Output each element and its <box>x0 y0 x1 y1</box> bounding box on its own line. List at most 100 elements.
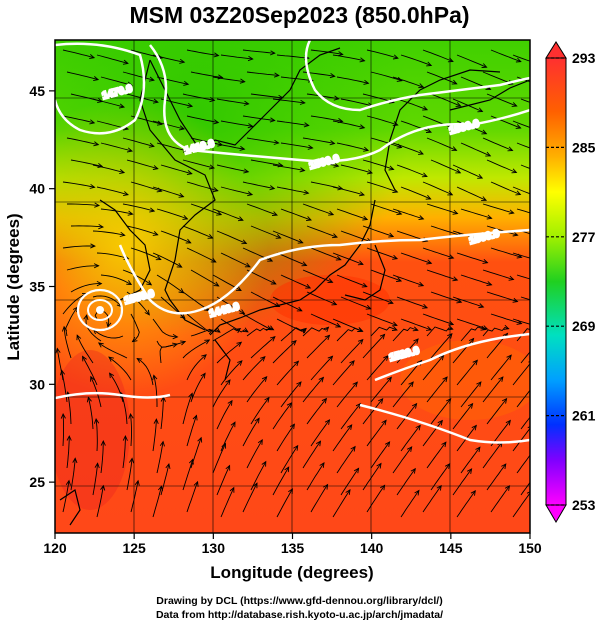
streamline-arrow <box>269 117 276 123</box>
streamline <box>122 436 126 469</box>
streamline <box>272 296 302 312</box>
streamline-arrow <box>60 412 66 419</box>
streamline <box>460 381 482 408</box>
streamline <box>520 164 530 169</box>
streamline-arrow <box>119 231 126 237</box>
streamline-arrow <box>515 190 522 196</box>
streamline <box>422 313 454 325</box>
streamline-arrow <box>512 297 519 303</box>
streamline <box>482 376 504 403</box>
streamline-arrow <box>96 280 103 287</box>
streamline-arrow <box>486 214 493 220</box>
streamline <box>396 468 416 496</box>
streamline-arrow <box>225 379 231 385</box>
streamline <box>186 481 199 513</box>
streamline-arrow <box>118 103 126 109</box>
streamline <box>126 458 133 491</box>
streamline <box>306 93 339 100</box>
streamline <box>190 269 219 287</box>
streamline-arrow <box>217 74 224 80</box>
streamline-arrow <box>93 141 100 147</box>
streamline <box>242 418 260 447</box>
streamline-arrow <box>157 485 163 492</box>
streamline <box>400 252 432 264</box>
streamline-arrow <box>441 441 447 448</box>
streamline <box>152 419 157 452</box>
streamline-arrow <box>291 339 297 346</box>
streamline <box>456 120 487 135</box>
streamline <box>460 142 491 157</box>
streamline <box>182 159 215 169</box>
streamline-arrow <box>261 460 267 467</box>
streamline <box>70 159 103 167</box>
streamline-arrow <box>89 119 96 125</box>
streamline <box>242 247 273 262</box>
streamline <box>340 468 359 496</box>
streamline <box>186 313 213 333</box>
streamline <box>152 186 184 198</box>
streamline <box>340 296 371 310</box>
streamline-arrow <box>237 360 243 366</box>
streamline-arrow <box>329 73 336 79</box>
colorbar-tick-label: 253 <box>572 497 596 513</box>
streamline-arrow <box>482 258 489 264</box>
streamline <box>310 313 341 328</box>
streamline <box>512 492 530 518</box>
streamline-arrow <box>98 224 105 230</box>
streamline-arrow <box>239 309 246 315</box>
streamline <box>332 252 364 265</box>
streamline <box>452 403 473 430</box>
streamline <box>152 252 182 268</box>
streamline <box>516 328 530 342</box>
streamline <box>216 400 233 430</box>
streamline-arrow <box>237 216 244 222</box>
streamline <box>456 490 476 518</box>
streamline-arrow <box>188 392 194 399</box>
streamline-arrow <box>225 464 231 471</box>
streamline-arrow <box>109 372 115 379</box>
streamline <box>122 203 155 212</box>
streamline <box>108 356 132 381</box>
streamline <box>422 420 443 447</box>
streamline <box>100 208 133 215</box>
streamline-arrow <box>297 238 304 244</box>
streamline <box>280 142 313 149</box>
streamline-arrow <box>61 325 68 332</box>
streamline <box>366 313 398 326</box>
streamline <box>452 296 484 308</box>
streamline <box>62 245 95 249</box>
streamline-arrow <box>273 72 280 78</box>
streamline-arrow <box>418 215 425 221</box>
streamline-arrow <box>418 83 425 89</box>
streamline-arrow <box>471 424 477 431</box>
streamline-arrow <box>243 168 250 174</box>
streamline-arrow <box>239 78 246 84</box>
streamline-arrow <box>182 214 189 220</box>
streamline <box>152 318 178 338</box>
streamline-arrow <box>299 167 306 173</box>
streamline <box>302 440 321 469</box>
streamline <box>242 482 258 513</box>
streamline-arrow <box>467 402 474 409</box>
streamline <box>396 164 428 177</box>
streamline-arrow <box>126 81 133 87</box>
streamline <box>392 208 424 220</box>
streamline <box>426 71 457 85</box>
streamline <box>216 465 231 496</box>
streamline <box>366 420 387 447</box>
streamline <box>62 49 95 59</box>
streamline <box>62 413 64 447</box>
streamline-arrow <box>131 336 138 343</box>
streamline <box>186 49 219 57</box>
streamline <box>276 488 293 518</box>
streamline <box>370 269 402 282</box>
streamline <box>332 54 365 62</box>
streamline-arrow <box>418 281 425 287</box>
streamline-arrow <box>357 260 364 266</box>
streamline <box>310 247 341 261</box>
streamline-arrow <box>128 412 134 419</box>
streamline-arrow <box>501 397 508 404</box>
streamline <box>93 329 124 339</box>
streamline-arrow <box>438 354 445 361</box>
streamline <box>220 487 235 518</box>
